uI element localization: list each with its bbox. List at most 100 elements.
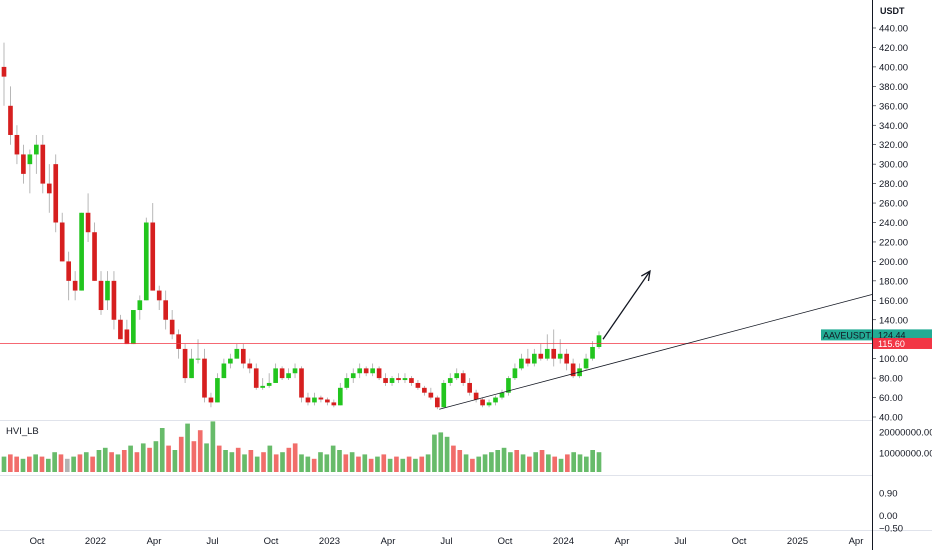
price-tick-label: 60.00 [879,393,903,404]
candle-body [538,353,544,359]
volume-bar [501,447,507,472]
volume-bar [299,454,304,472]
volume-bar [584,456,589,472]
candle-body [247,363,253,369]
price-tick-label: 440.00 [879,24,908,35]
volume-bar [273,454,279,472]
time-tick-label: Jul [674,536,686,547]
candle-body [169,319,175,335]
volume-tick-label: 10000000.00 [879,449,932,460]
volume-bar [90,456,95,472]
candle-body [506,378,511,393]
time-tick-label: Jul [206,536,218,547]
candle-body [228,358,233,364]
volume-bar [533,452,539,472]
candle-body [253,368,259,388]
indicator-tick-label: 0.90 [879,489,898,500]
volume-bar [463,454,469,472]
candle-body [234,348,240,359]
candle-body [156,290,162,301]
candle-body [66,261,72,281]
volume-bar [451,445,456,472]
candle-body [486,402,492,406]
candle-body [240,348,246,364]
candle-body [363,368,369,374]
candle-body [402,378,408,381]
support-trendline[interactable] [439,294,873,410]
candle-body [105,280,110,301]
price-tick-label: 80.00 [879,374,903,385]
time-axis[interactable]: Oct 2022 Apr Jul Oct 2023 Apr Jul Oct 2024 Apr Jul O… [30,536,864,547]
volume-tick-label: 20000000.00 [879,428,932,439]
candle-body [53,164,59,223]
candle-body [499,392,505,398]
candle-body [312,397,317,403]
candle-body [583,358,589,369]
symbol-tag [821,329,872,341]
candle-body [467,382,472,393]
volume-bar [330,445,336,472]
volume-bar [64,458,70,472]
candle-body [215,378,220,403]
volume-bar [577,454,583,472]
volume-bar [1,456,7,472]
volume-bar [470,458,475,472]
volume-bar [147,447,152,472]
candle-body [176,334,181,349]
volume-bar [324,454,330,472]
candle-body [519,358,524,369]
volume-bar [254,456,260,472]
volume-bar [235,447,241,472]
volume-bar [292,443,298,472]
candle-body [59,222,65,262]
volume-bar [590,450,595,472]
candle-body [163,300,169,320]
time-tick-label: Apr [849,536,864,547]
candle-body [415,382,421,388]
volume-bar [121,450,127,472]
volume-bar [476,456,482,472]
level-price-value: 115.60 [878,339,905,349]
volume-bar [45,458,51,472]
candle-body [27,154,33,165]
time-tick-label: Apr [381,536,396,547]
candle-body [189,358,194,379]
volume-bar [438,432,444,472]
candle-body [79,212,84,291]
volume-bar [482,454,488,472]
volume-bar [406,456,412,472]
price-tick-label: 160.00 [879,296,908,307]
candle-body [137,300,143,311]
volume-bar [52,452,57,472]
price-tick-label: 360.00 [879,101,908,112]
volume-bar [558,458,564,472]
candle-body [72,280,78,291]
candle-body [344,378,350,388]
volume-bar [261,452,266,472]
price-tick-label: 40.00 [879,413,903,424]
projection-arrow[interactable] [602,269,651,340]
indicator-title: HVI_LB [6,426,39,437]
candle-body [454,373,460,379]
indicator-tick-label: 0.00 [879,511,898,522]
volume-bar [166,445,171,472]
level-price-tag: 115.60 [873,337,932,349]
candle-body [564,353,569,364]
volume-axis: 20000000.00 10000000.00 [879,428,932,460]
candle-body [46,183,52,194]
volume-bar [128,445,133,472]
price-axis[interactable]: 440.00 420.00 400.00 380.00 360.00 340.00 320.… [872,24,908,424]
volume-bar [489,452,494,472]
projection-arrow-head [640,269,651,282]
candle-body [1,66,7,77]
candle-body [143,222,149,301]
volume-bar [172,450,178,472]
volume-bar [565,454,570,472]
projection-arrow-shaft [602,270,651,340]
candle-body [279,368,285,379]
time-tick-label: 2023 [319,536,340,547]
candle-body [266,382,272,386]
volume-bar [115,454,121,472]
candle-body [305,397,311,403]
